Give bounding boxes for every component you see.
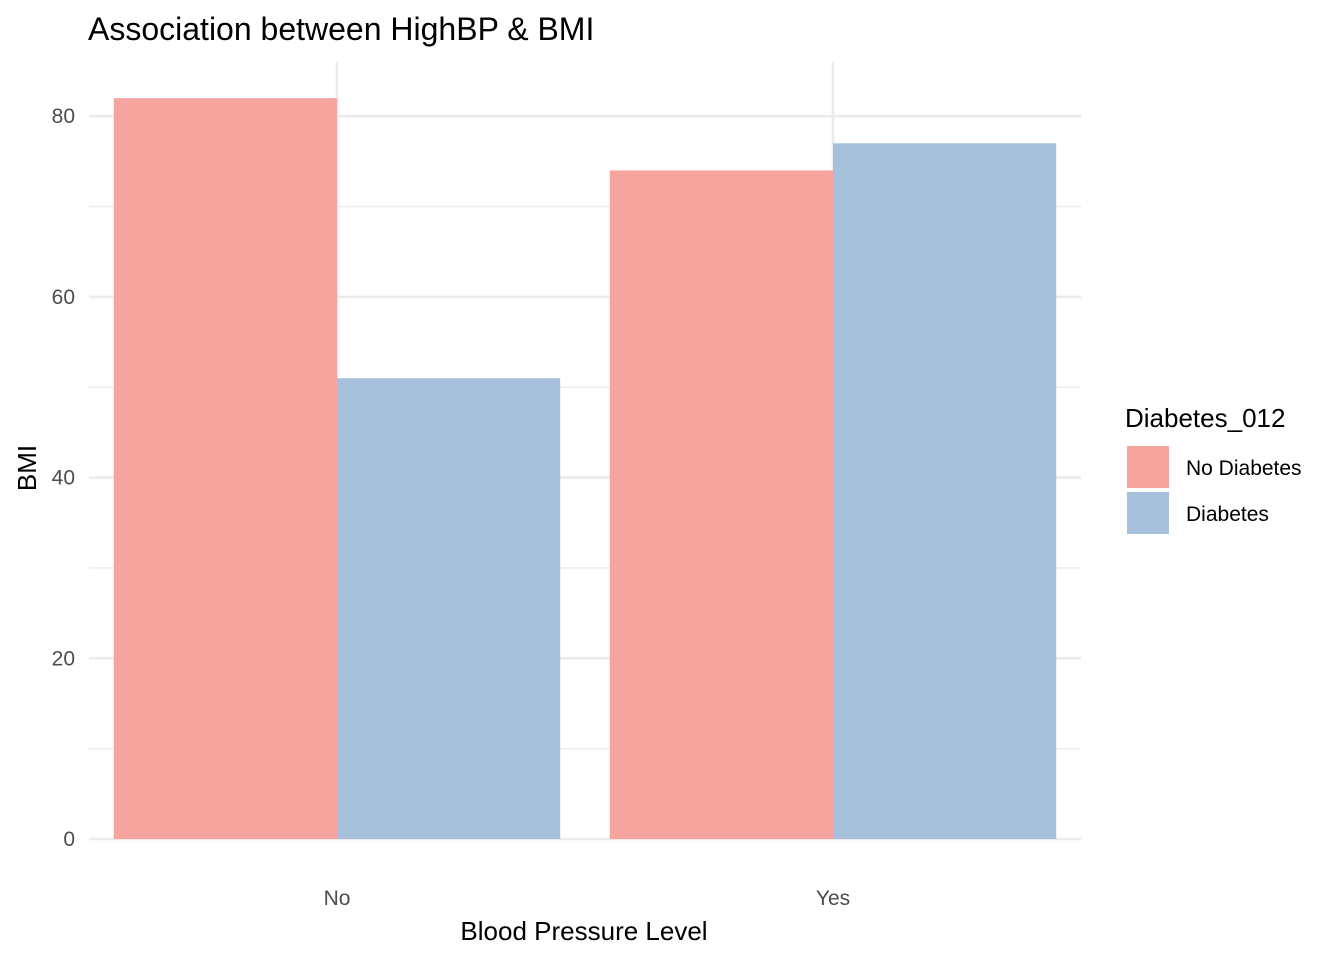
bar-yes-diabetes: [833, 143, 1057, 839]
bar-yes-no-diabetes: [609, 170, 833, 840]
legend-title: Diabetes_012: [1125, 403, 1285, 433]
x-axis-ticks: No Yes: [324, 887, 851, 910]
y-tick-label: 0: [63, 828, 75, 851]
x-tick-label: No: [324, 887, 351, 910]
legend-swatch: [1127, 446, 1169, 488]
legend-swatch: [1127, 492, 1169, 534]
y-axis-title: BMI: [12, 445, 42, 491]
legend: Diabetes_012 No Diabetes Diabetes: [1125, 403, 1302, 534]
y-tick-label: 80: [52, 105, 75, 128]
chart-title: Association between HighBP & BMI: [88, 11, 594, 47]
x-axis-title: Blood Pressure Level: [460, 916, 707, 946]
legend-items: No Diabetes Diabetes: [1127, 446, 1302, 534]
bars: [113, 98, 1057, 840]
y-tick-label: 60: [52, 286, 75, 309]
bar-no-no-diabetes: [113, 98, 337, 840]
y-axis-ticks: 0 20 40 60 80: [52, 105, 75, 851]
legend-label: Diabetes: [1186, 503, 1269, 526]
x-tick-label: Yes: [816, 887, 850, 910]
bar-no-diabetes: [337, 378, 561, 839]
legend-label: No Diabetes: [1186, 457, 1302, 480]
y-tick-label: 20: [52, 647, 75, 670]
y-tick-label: 40: [52, 467, 75, 490]
